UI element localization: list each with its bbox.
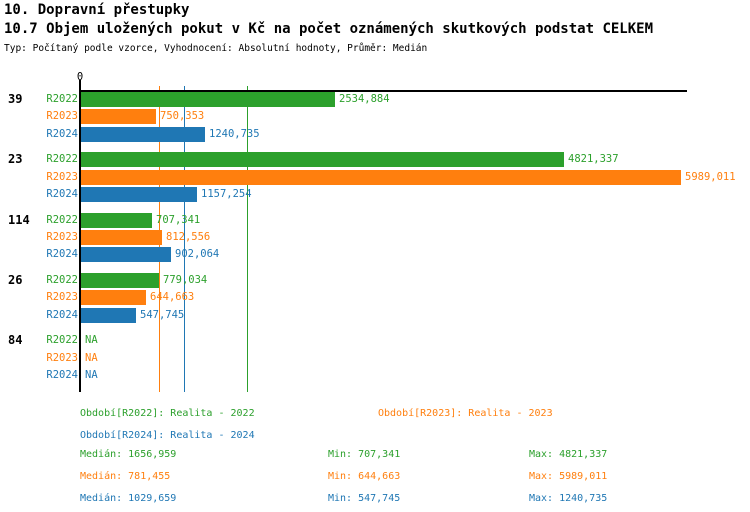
stat-max-r2022: Max: 4821,337 xyxy=(529,449,608,460)
legend-entry-r2023: Období[R2023]: Realita - 2023 xyxy=(378,408,553,419)
bar-r2024 xyxy=(81,187,197,202)
series-label-r2024: R2024 xyxy=(46,188,78,200)
bar-na-label: NA xyxy=(85,352,98,364)
bar-r2024 xyxy=(81,127,205,142)
bar-r2022 xyxy=(81,152,564,167)
median-gridline-r2024 xyxy=(184,86,185,392)
series-label-r2024: R2024 xyxy=(46,369,78,381)
chart-title: 10.7 Objem uložených pokut v Kč na počet… xyxy=(4,21,654,37)
legend-entry-r2024: Období[R2024]: Realita - 2024 xyxy=(80,430,255,441)
stat-median-r2024: Medián: 1029,659 xyxy=(80,493,177,504)
stat-min-r2024: Min: 547,745 xyxy=(328,493,401,504)
series-label-r2022: R2022 xyxy=(46,274,78,286)
bar-r2024 xyxy=(81,247,171,262)
axis-zero-tick-label: 0 xyxy=(76,71,84,83)
chart-subtitle: Typ: Počítaný podle vzorce, Vyhodnocení:… xyxy=(4,43,428,54)
bar-r2024 xyxy=(81,308,136,323)
bar-value-label: 2534,884 xyxy=(339,93,390,105)
bar-r2023 xyxy=(81,230,162,245)
bar-value-label: 707,341 xyxy=(156,214,201,226)
y-axis-line xyxy=(79,80,81,392)
legend-entry-r2022: Období[R2022]: Realita - 2022 xyxy=(80,408,255,419)
series-label-r2023: R2023 xyxy=(46,231,78,243)
bar-value-label: 779,034 xyxy=(163,274,208,286)
series-label-r2022: R2022 xyxy=(46,93,78,105)
group-label: 26 xyxy=(8,273,23,287)
series-label-r2022: R2022 xyxy=(46,334,78,346)
stat-min-r2022: Min: 707,341 xyxy=(328,449,401,460)
stat-min-r2023: Min: 644,663 xyxy=(328,471,401,482)
bar-na-label: NA xyxy=(85,369,98,381)
stat-max-r2023: Max: 5989,011 xyxy=(529,471,608,482)
bar-value-label: 750,353 xyxy=(160,110,205,122)
stat-max-r2024: Max: 1240,735 xyxy=(529,493,608,504)
x-axis-line xyxy=(79,90,687,92)
bar-value-label: 1157,254 xyxy=(201,188,252,200)
bar-value-label: 644,663 xyxy=(150,291,195,303)
bar-value-label: 5989,011 xyxy=(685,171,736,183)
group-label: 84 xyxy=(8,333,23,347)
series-label-r2022: R2022 xyxy=(46,153,78,165)
bar-r2023 xyxy=(81,109,156,124)
bar-value-label: 902,064 xyxy=(175,248,220,260)
bar-r2022 xyxy=(81,273,159,288)
bar-value-label: 1240,735 xyxy=(209,128,260,140)
series-label-r2023: R2023 xyxy=(46,110,78,122)
bar-r2023 xyxy=(81,170,681,185)
median-gridline-r2022 xyxy=(247,86,248,392)
bar-value-label: 4821,337 xyxy=(568,153,619,165)
report-section-title: 10. Dopravní přestupky xyxy=(4,2,190,18)
series-label-r2024: R2024 xyxy=(46,309,78,321)
stat-median-r2023: Medián: 781,455 xyxy=(80,471,171,482)
series-label-r2023: R2023 xyxy=(46,171,78,183)
series-label-r2024: R2024 xyxy=(46,128,78,140)
group-label: 114 xyxy=(8,213,30,227)
bar-value-label: 812,556 xyxy=(166,231,211,243)
bar-value-label: 547,745 xyxy=(140,309,185,321)
bar-r2022 xyxy=(81,213,152,228)
series-label-r2023: R2023 xyxy=(46,352,78,364)
series-label-r2022: R2022 xyxy=(46,214,78,226)
stat-median-r2022: Medián: 1656,959 xyxy=(80,449,177,460)
bar-r2022 xyxy=(81,92,335,107)
bar-na-label: NA xyxy=(85,334,98,346)
series-label-r2023: R2023 xyxy=(46,291,78,303)
group-label: 39 xyxy=(8,92,23,106)
group-label: 23 xyxy=(8,152,23,166)
series-label-r2024: R2024 xyxy=(46,248,78,260)
bar-r2023 xyxy=(81,290,146,305)
